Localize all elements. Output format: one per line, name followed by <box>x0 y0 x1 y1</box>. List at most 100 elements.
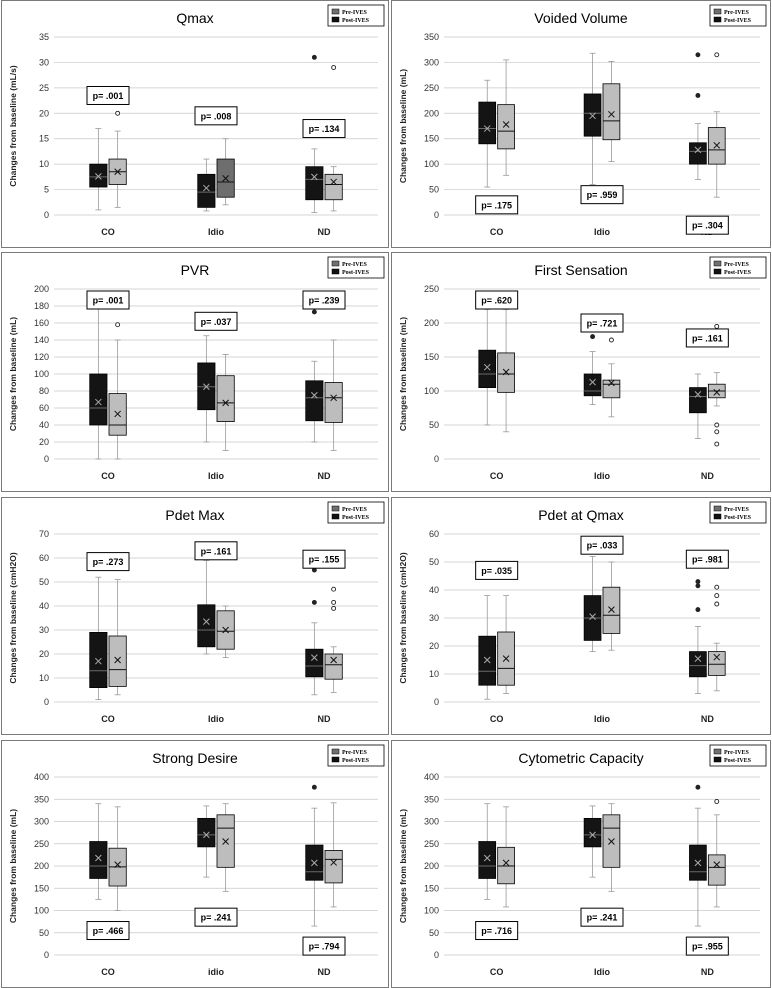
outlier-point <box>331 586 337 592</box>
y-tick-label: 350 <box>424 794 439 804</box>
y-tick-label: 100 <box>34 906 49 916</box>
chart-svg: Pdet at Qmax Pre-IVES Post-IVES 0 10 20 30 40 50… <box>398 501 767 724</box>
mean-marker <box>203 831 210 839</box>
y-tick-label: 20 <box>39 649 49 659</box>
x-tick-label: ND <box>318 471 331 481</box>
y-tick-label: 30 <box>39 57 49 67</box>
p-value-label: p= .134 <box>309 124 340 134</box>
y-tick-label: 400 <box>424 772 439 782</box>
y-tick-label: 25 <box>39 83 49 93</box>
box-pre <box>197 604 216 648</box>
y-tick-label: 70 <box>39 529 49 539</box>
box-pre <box>689 387 707 414</box>
p-value-label: p= .001 <box>93 296 124 306</box>
chart-title: Voided Volume <box>534 10 628 26</box>
legend-label-pre: Pre-IVES <box>724 262 750 268</box>
box-pre <box>583 817 602 848</box>
p-value-box <box>86 290 130 310</box>
p-value-box <box>86 85 130 105</box>
chart-title: Cytometric Capacity <box>518 750 643 766</box>
y-tick-label: 35 <box>39 32 49 42</box>
p-value-label: p= .161 <box>201 546 232 556</box>
legend-label-post: Post-IVES <box>724 270 752 276</box>
legend-box <box>709 256 767 279</box>
y-tick-label: 350 <box>424 32 439 42</box>
box-pre <box>689 142 707 165</box>
chart-svg: Pdet Max Pre-IVES Post-IVES 0 10 20 30 40 50 60 70… <box>8 501 385 724</box>
y-tick-label: 0 <box>434 454 439 464</box>
mean-marker <box>608 838 615 845</box>
p-value-box <box>194 106 238 126</box>
mean-marker <box>589 378 596 386</box>
legend-label-pre: Pre-IVES <box>342 10 368 16</box>
chart-panel: Strong Desire Pre-IVES Post-IVES 0 50 100 150 2… <box>1 740 389 988</box>
legend-box <box>327 744 385 767</box>
mean-marker <box>95 398 102 406</box>
chart-panel: First Sensation Pre-IVES Post-IVES 0 50 100 15… <box>391 252 771 492</box>
outlier-point <box>714 799 720 804</box>
chart-svg: Strong Desire Pre-IVES Post-IVES 0 50 100 150 2… <box>8 744 385 977</box>
p-value-box <box>302 119 346 139</box>
y-tick-label: 0 <box>434 697 439 707</box>
y-tick-label: 100 <box>424 386 439 396</box>
y-tick-label: 300 <box>424 817 439 827</box>
mean-marker <box>713 141 721 149</box>
p-value-label: p= .716 <box>481 926 512 936</box>
y-tick-label: 50 <box>429 185 439 195</box>
box-pre <box>305 166 324 201</box>
chart-panel: Pdet at Qmax Pre-IVES Post-IVES 0 10 20 30 40 50… <box>391 497 771 735</box>
p-value-box <box>475 921 519 941</box>
legend-label-pre: Pre-IVES <box>342 262 368 268</box>
legend-label-post: Post-IVES <box>342 270 370 276</box>
chart-title: First Sensation <box>534 262 627 278</box>
box-post <box>324 850 343 884</box>
box-post <box>707 854 726 886</box>
outlier-point <box>331 605 337 611</box>
p-value-box <box>475 560 519 580</box>
box-pre <box>197 173 216 208</box>
p-value-box <box>86 921 130 941</box>
p-value-box <box>580 313 624 333</box>
y-tick-label: 160 <box>34 318 49 328</box>
outlier-point <box>590 334 596 340</box>
mean-marker <box>694 391 702 398</box>
box-pre <box>478 101 497 145</box>
y-tick-label: 60 <box>39 403 49 413</box>
chart-panel: Pdet Max Pre-IVES Post-IVES 0 10 20 30 40 50 60 70… <box>1 497 389 735</box>
y-tick-label: 200 <box>424 318 439 328</box>
legend-label-pre: Pre-IVES <box>724 750 750 756</box>
legend-swatch-pre <box>331 505 340 512</box>
mean-marker <box>502 368 510 376</box>
box-pre <box>478 349 497 388</box>
box-post <box>324 653 343 680</box>
x-tick-label: ND <box>701 967 714 977</box>
box-pre <box>689 651 707 678</box>
y-tick-label: 50 <box>39 928 49 938</box>
p-value-label: p= .955 <box>692 942 723 952</box>
chart-title: Qmax <box>176 10 213 26</box>
y-axis-label: Changes from baseline (mL/s) <box>8 65 18 187</box>
y-axis-label: Changes from baseline (mL) <box>8 809 18 923</box>
x-tick-label: ND <box>701 714 714 724</box>
y-axis-label: Changes from baseline (mL) <box>398 317 408 431</box>
legend-swatch-pre <box>331 8 340 15</box>
x-tick-label: Idio <box>208 471 224 481</box>
mean-marker <box>483 125 491 132</box>
x-tick-label: ND <box>318 967 331 977</box>
box-pre <box>478 841 497 879</box>
mean-marker <box>589 613 596 620</box>
legend-box <box>709 501 767 524</box>
mean-marker <box>311 654 318 661</box>
outlier-point <box>311 309 317 315</box>
p-value-box <box>302 290 346 310</box>
box-post <box>324 173 343 201</box>
p-value-label: p= .981 <box>692 555 723 565</box>
y-tick-label: 40 <box>39 601 49 611</box>
p-value-box <box>475 195 519 215</box>
y-tick-label: 10 <box>39 673 49 683</box>
mean-marker <box>330 394 337 402</box>
outlier-point <box>714 593 720 599</box>
mean-marker <box>713 653 721 661</box>
p-value-box <box>302 549 346 569</box>
legend-label-pre: Pre-IVES <box>342 750 368 756</box>
